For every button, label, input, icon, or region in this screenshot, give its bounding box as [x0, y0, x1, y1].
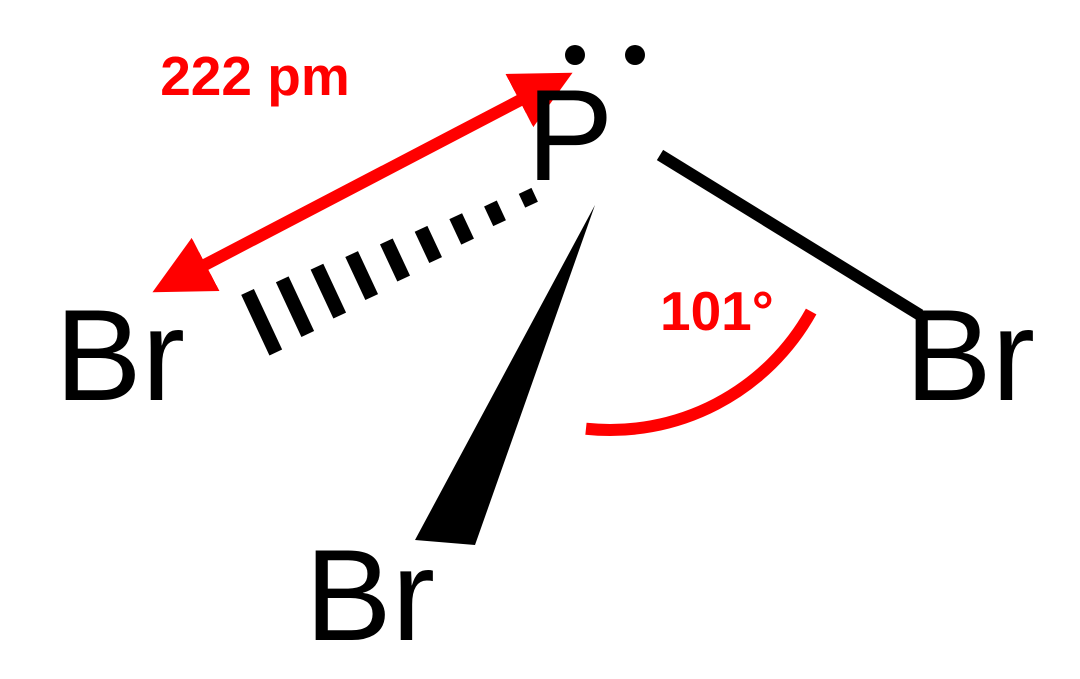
atom-center-P: P — [527, 62, 614, 208]
molecule-diagram: P Br Br Br 222 pm 101° — [0, 0, 1080, 679]
wedge-hash-dash — [248, 292, 276, 353]
bond-length-label: 222 pm — [160, 45, 350, 107]
bond-angle-label: 101° — [660, 280, 774, 342]
atom-left-Br: Br — [55, 282, 185, 428]
wedge-hash-dash — [282, 279, 308, 334]
wedge-hash-dash — [421, 229, 436, 260]
lone-pair-dot — [625, 45, 645, 65]
wedge-hash-dash — [352, 254, 372, 297]
atom-bottom-Br: Br — [305, 522, 435, 668]
wedge-hash-dash — [490, 204, 499, 224]
wedge-hash-dash — [456, 216, 468, 241]
wedge-hash-dash — [317, 267, 340, 316]
wedge-hash-dash — [386, 241, 403, 278]
atom-right-Br: Br — [905, 282, 1035, 428]
bond-wedge-solid — [415, 205, 595, 545]
bond-length-arrow — [195, 95, 530, 270]
